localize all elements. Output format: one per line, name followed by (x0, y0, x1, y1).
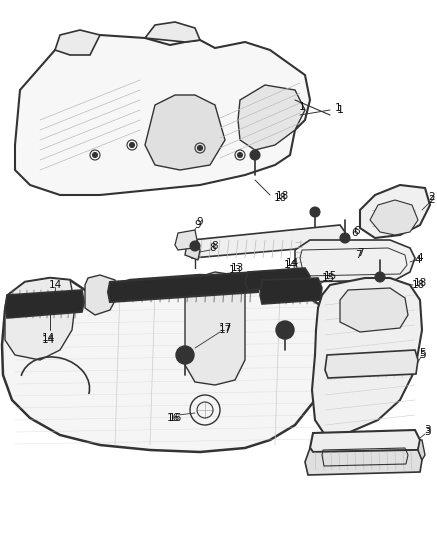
Polygon shape (325, 350, 418, 378)
Text: 1: 1 (335, 103, 341, 113)
Text: 5: 5 (419, 350, 425, 360)
Text: 14: 14 (283, 260, 297, 270)
Text: 17: 17 (218, 325, 232, 335)
Text: 1: 1 (298, 102, 305, 112)
Circle shape (237, 152, 243, 157)
Text: 3: 3 (424, 425, 430, 435)
Text: 7: 7 (355, 250, 361, 260)
Polygon shape (145, 95, 225, 170)
Circle shape (198, 146, 202, 150)
Text: 18: 18 (413, 278, 427, 288)
Text: 14: 14 (285, 258, 298, 268)
Circle shape (310, 207, 320, 217)
Polygon shape (55, 30, 100, 55)
Text: 2: 2 (429, 192, 435, 202)
Text: 5: 5 (419, 348, 425, 358)
Circle shape (180, 350, 190, 360)
Polygon shape (2, 275, 332, 452)
Polygon shape (260, 278, 322, 304)
Polygon shape (190, 225, 345, 258)
Circle shape (176, 346, 194, 364)
Text: 8: 8 (212, 241, 218, 251)
Text: 4: 4 (417, 253, 423, 263)
Polygon shape (238, 85, 305, 150)
Text: 14: 14 (49, 280, 62, 290)
Text: 18: 18 (275, 191, 288, 201)
Polygon shape (15, 35, 310, 195)
Polygon shape (108, 272, 260, 302)
Circle shape (375, 272, 385, 282)
Text: 9: 9 (195, 220, 201, 230)
Text: 1: 1 (336, 105, 343, 115)
Text: 9: 9 (197, 217, 203, 227)
Text: 13: 13 (229, 265, 242, 275)
Text: 17: 17 (218, 323, 232, 333)
Polygon shape (175, 230, 197, 250)
Text: 8: 8 (210, 243, 216, 253)
Polygon shape (370, 200, 418, 235)
Polygon shape (295, 240, 415, 282)
Polygon shape (185, 272, 245, 385)
Circle shape (129, 142, 135, 148)
Text: 7: 7 (357, 248, 363, 258)
Text: 15: 15 (321, 273, 335, 283)
Text: 2: 2 (429, 195, 435, 205)
Text: 13: 13 (230, 263, 243, 273)
Text: 18: 18 (411, 280, 425, 290)
Polygon shape (310, 430, 420, 452)
Circle shape (190, 241, 200, 251)
Text: 4: 4 (415, 255, 421, 265)
Polygon shape (340, 288, 408, 332)
Polygon shape (5, 290, 84, 318)
Circle shape (250, 150, 260, 160)
Polygon shape (312, 278, 422, 435)
Circle shape (340, 233, 350, 243)
Polygon shape (185, 240, 200, 260)
Circle shape (280, 325, 290, 335)
Text: 18: 18 (274, 193, 287, 203)
Polygon shape (145, 22, 200, 42)
Text: 16: 16 (168, 413, 182, 423)
Polygon shape (418, 440, 425, 460)
Text: 14: 14 (42, 333, 55, 343)
Text: 6: 6 (354, 226, 361, 236)
Text: 14: 14 (42, 335, 55, 345)
Polygon shape (305, 448, 422, 475)
Text: 6: 6 (352, 228, 358, 238)
Circle shape (93, 152, 97, 157)
Text: 15: 15 (323, 271, 336, 281)
Text: 16: 16 (166, 413, 180, 423)
Polygon shape (360, 185, 430, 238)
Polygon shape (5, 278, 75, 360)
Text: 3: 3 (424, 427, 430, 437)
Circle shape (276, 321, 294, 339)
Polygon shape (85, 275, 118, 315)
Polygon shape (245, 268, 310, 290)
